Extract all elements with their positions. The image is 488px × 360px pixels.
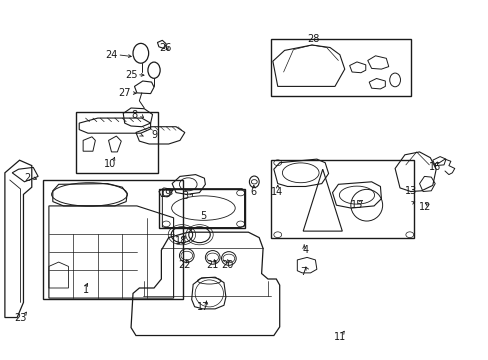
Text: 13: 13 <box>404 186 416 196</box>
Text: 20: 20 <box>221 260 233 270</box>
Text: 19: 19 <box>160 189 172 199</box>
Text: 16: 16 <box>428 162 441 172</box>
Text: 18: 18 <box>174 236 187 246</box>
Bar <box>271 39 410 96</box>
Text: 23: 23 <box>14 312 27 323</box>
Text: 28: 28 <box>306 33 319 44</box>
Text: 17: 17 <box>196 302 209 312</box>
Text: 9: 9 <box>151 130 157 140</box>
Bar <box>271 160 413 238</box>
Text: 6: 6 <box>250 186 256 197</box>
Text: 21: 21 <box>206 260 219 270</box>
Text: 10: 10 <box>103 159 116 169</box>
Text: 3: 3 <box>183 191 188 201</box>
Text: 27: 27 <box>118 88 131 98</box>
Text: 5: 5 <box>200 211 205 221</box>
Text: 7: 7 <box>300 267 305 277</box>
Bar <box>76 112 158 173</box>
Text: 11: 11 <box>333 332 346 342</box>
Text: 8: 8 <box>131 110 137 120</box>
Text: 2: 2 <box>24 173 30 183</box>
Text: 4: 4 <box>302 245 308 255</box>
Text: 1: 1 <box>82 285 88 295</box>
Bar <box>42 180 183 299</box>
Text: 25: 25 <box>124 69 137 80</box>
Bar <box>159 189 244 228</box>
Text: 12: 12 <box>418 202 431 212</box>
Text: 24: 24 <box>105 50 118 60</box>
Text: 26: 26 <box>159 42 171 53</box>
Text: 22: 22 <box>178 260 191 270</box>
Text: 15: 15 <box>350 200 363 210</box>
Text: 14: 14 <box>270 186 283 197</box>
